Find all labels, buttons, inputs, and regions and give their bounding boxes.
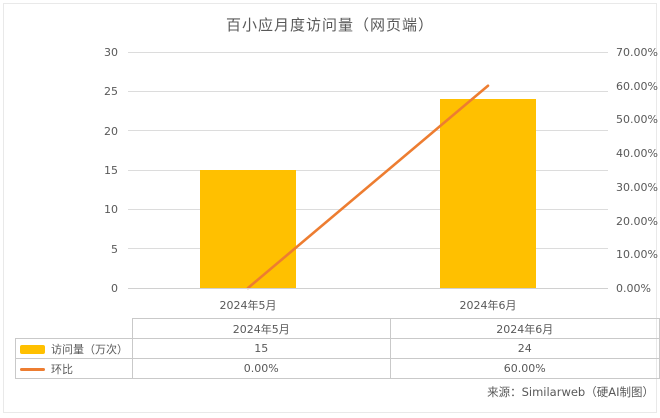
table-row: 环比 0.00% 60.00% — [15, 358, 660, 379]
bar-legend-swatch-icon — [20, 345, 45, 354]
right-axis-tick-label: 70.00% — [616, 46, 658, 59]
right-axis-tick-label: 60.00% — [616, 79, 658, 93]
bar-2024年5月 — [200, 170, 296, 288]
gridline — [128, 208, 608, 210]
gridline — [128, 90, 608, 92]
chart-title: 百小应月度访问量（网页端） — [225, 16, 434, 34]
table-value-cell: 24 — [389, 338, 660, 359]
left-axis-tick-label: 30 — [104, 46, 118, 59]
x-axis-category-label: 2024年5月 — [219, 299, 277, 312]
table-row-header: 环比 — [15, 358, 133, 379]
table-header-row: 2024年5月 2024年6月 — [15, 318, 660, 339]
gridline — [128, 51, 608, 53]
source-note: 来源：Similarweb（硬AI制图） — [487, 385, 654, 399]
left-axis-tick-label: 20 — [104, 124, 118, 138]
table-value-cell: 60.00% — [389, 358, 660, 379]
table-header-cell: 2024年6月 — [389, 318, 660, 339]
left-axis-tick-label: 10 — [104, 203, 118, 217]
gridline — [128, 169, 608, 171]
right-axis-tick-label: 0.00% — [616, 282, 651, 295]
left-axis-tick-label: 25 — [104, 85, 118, 99]
series-name-label: 访问量（万次） — [51, 342, 128, 356]
x-axis-category-label: 2024年6月 — [459, 299, 517, 312]
bar-2024年6月 — [440, 99, 536, 288]
table-row-header: 访问量（万次） — [15, 338, 133, 359]
left-axis-tick-label: 0 — [111, 282, 118, 295]
table-corner-cell — [15, 318, 133, 339]
left-axis-tick-label: 5 — [111, 242, 118, 256]
trend-line — [246, 84, 490, 290]
table-header-cell: 2024年5月 — [132, 318, 391, 339]
table-row: 访问量（万次） 15 24 — [15, 338, 660, 359]
right-axis-tick-label: 40.00% — [616, 147, 658, 161]
line-series — [246, 84, 490, 290]
gridline — [128, 248, 608, 250]
right-axis-tick-label: 20.00% — [616, 214, 658, 228]
left-axis-tick-label: 15 — [104, 164, 118, 177]
line-legend-swatch-icon — [20, 368, 45, 371]
table-value-cell: 0.00% — [132, 358, 391, 379]
plot-area — [128, 51, 608, 290]
right-axis-tick-label: 50.00% — [616, 113, 658, 127]
right-axis-tick-label: 30.00% — [616, 180, 658, 194]
table-value-cell: 15 — [132, 338, 391, 359]
gridline — [128, 130, 608, 132]
series-name-label: 环比 — [51, 362, 73, 376]
right-axis-tick-label: 10.00% — [616, 248, 658, 262]
x-axis-line — [128, 288, 608, 289]
data-table: 2024年5月 2024年6月访问量（万次） 15 24 环比 0.00% 60.00% — [15, 318, 660, 379]
